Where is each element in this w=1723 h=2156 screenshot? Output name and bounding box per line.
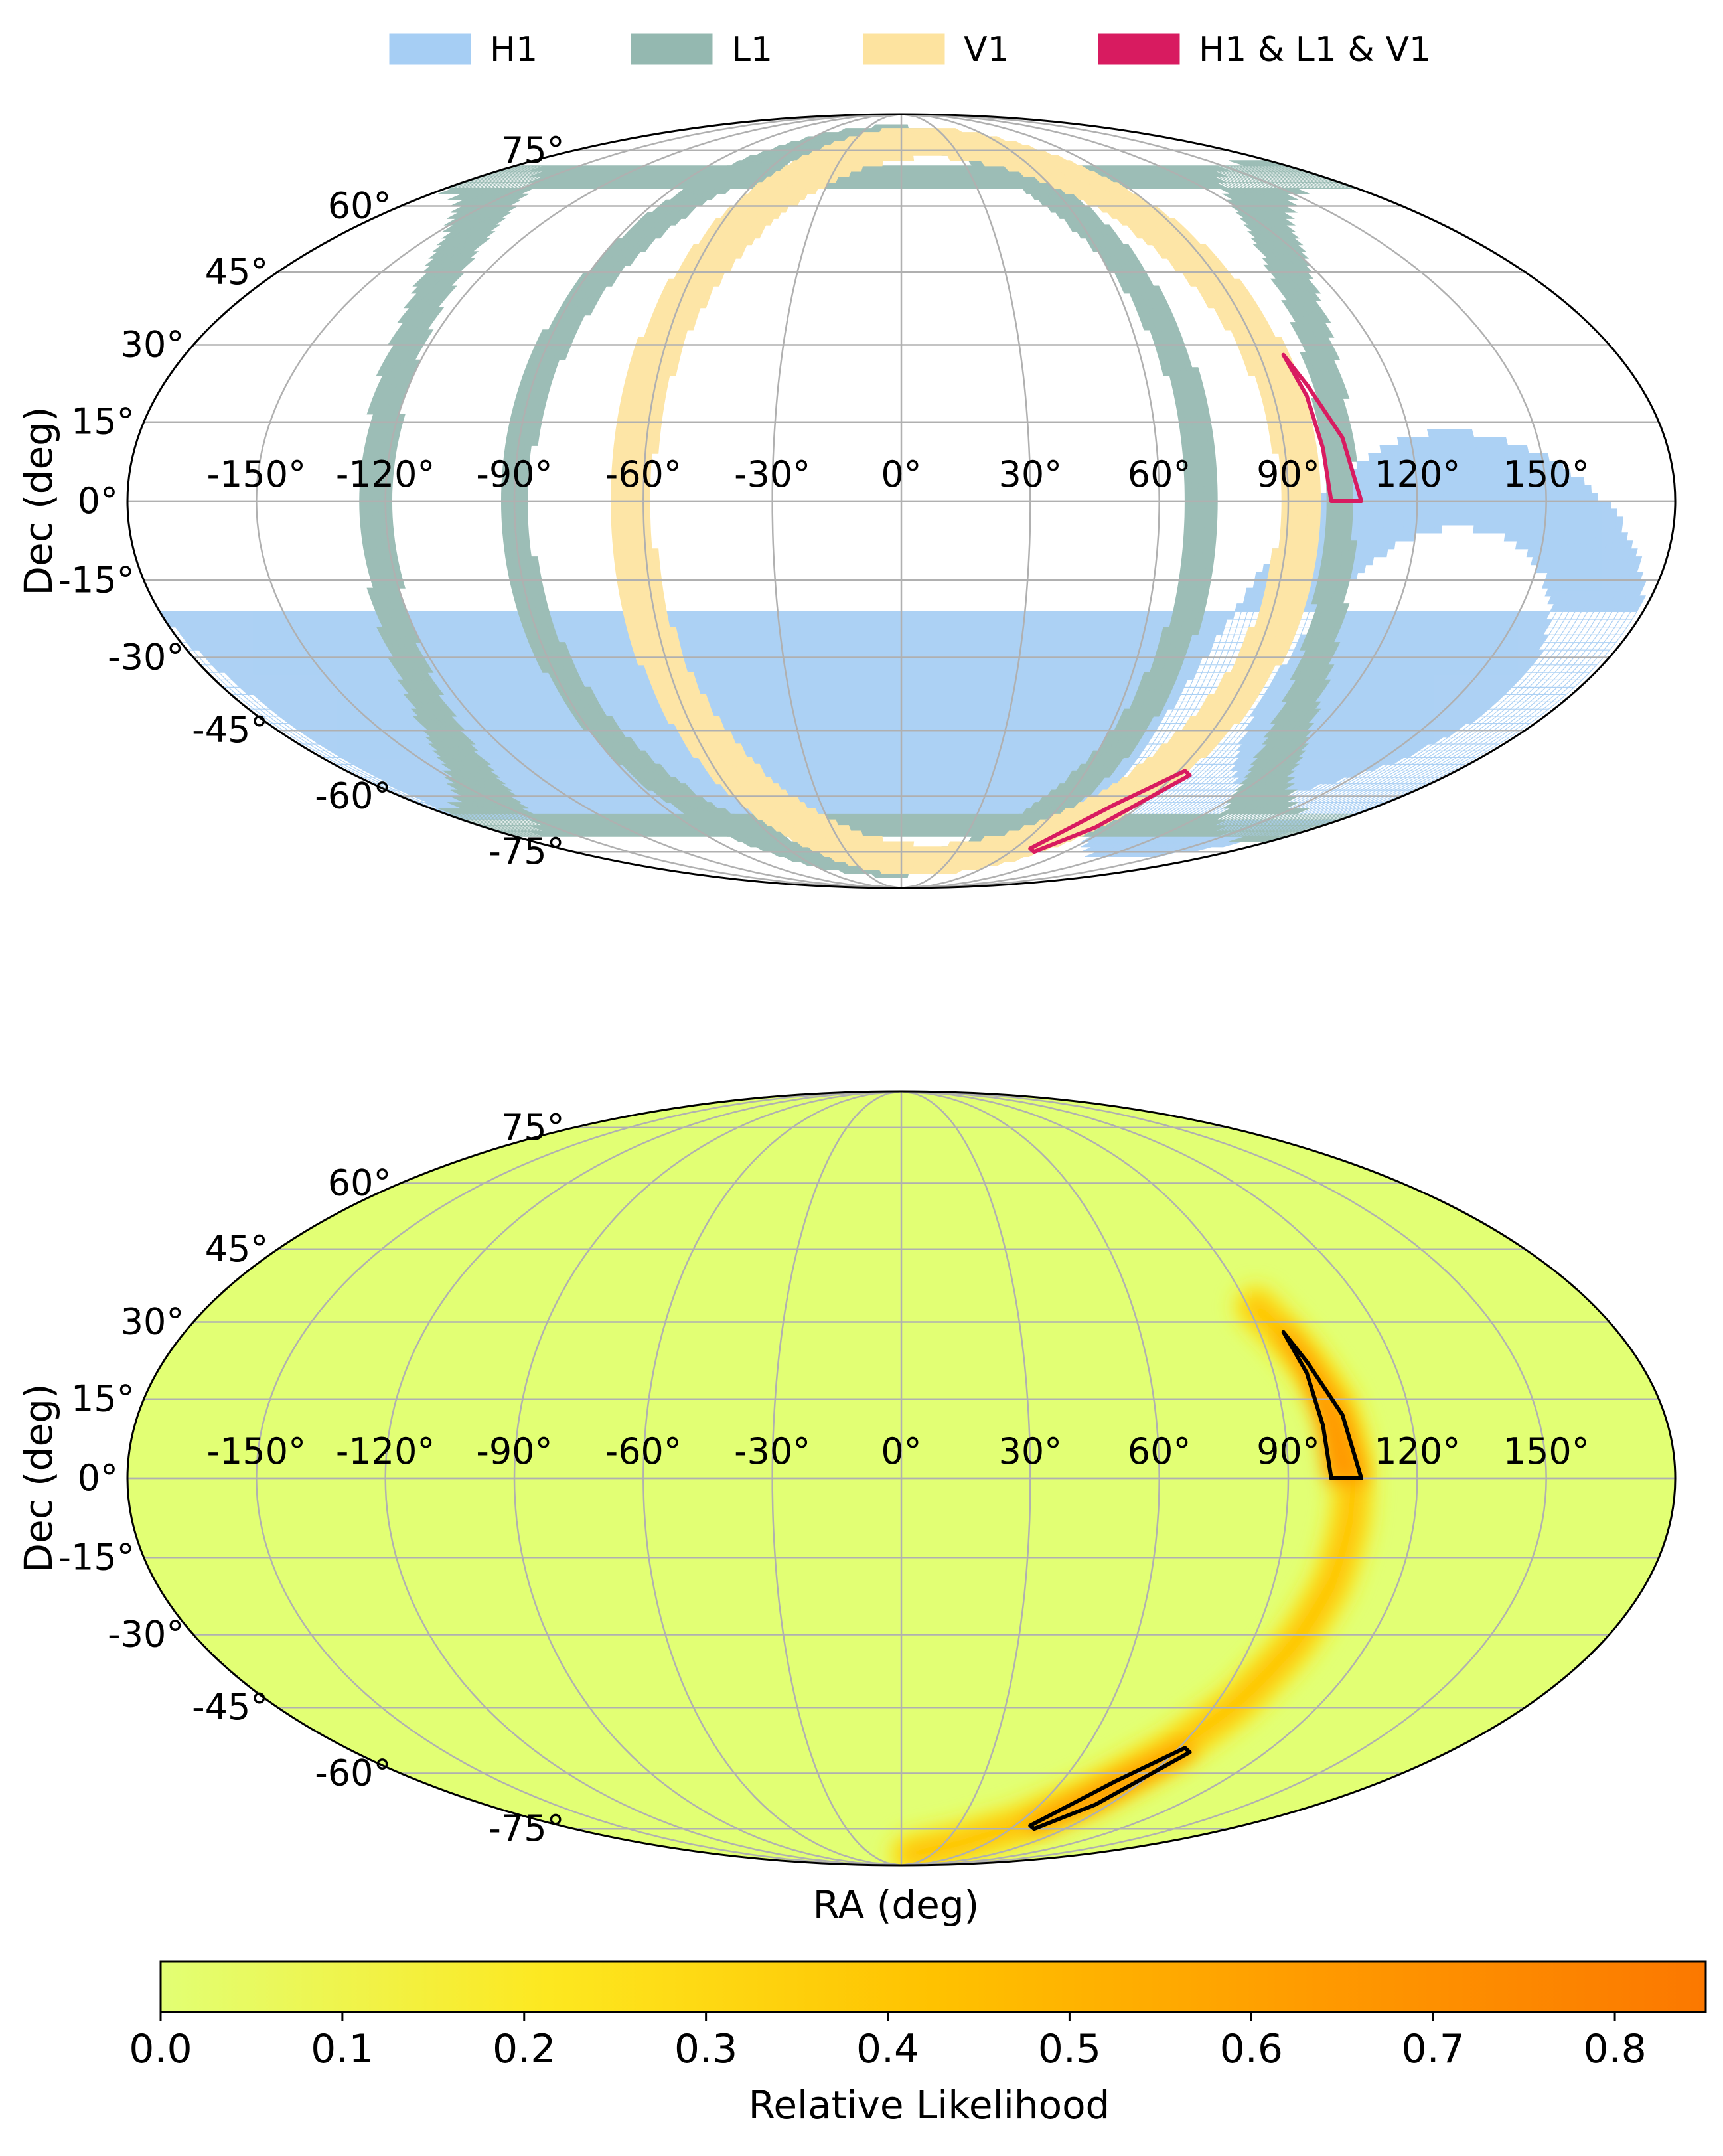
legend-entry: H1 (490, 30, 538, 70)
top-dec-tick-label: -75° (488, 830, 564, 872)
colorbar-tick-label: 0.4 (856, 2026, 919, 2072)
bottom-dec-tick-label: -15° (58, 1536, 134, 1578)
legend-swatch (631, 33, 713, 65)
bottom-dec-tick-label: 60° (328, 1162, 392, 1204)
top-dec-tick-label: 75° (501, 129, 565, 171)
bottom-dec-tick-label: 0° (78, 1457, 118, 1499)
top-ra-tick-label: 30° (998, 453, 1062, 495)
colorbar-tick-label: 0.7 (1401, 2026, 1464, 2072)
colorbar-tick-label: 0.8 (1583, 2026, 1646, 2072)
bottom-dec-tick-label: -75° (488, 1808, 564, 1849)
legend-swatch (389, 33, 471, 65)
colorbar-tick-label: 0.2 (492, 2026, 556, 2072)
top-dec-tick-label: 15° (71, 401, 135, 443)
top-sky-map: -150° -120° -90° -60° -30° 0° 30° 60° 90° 120° 150… (16, 113, 1677, 889)
colorbar-label: Relative Likelihood (749, 2082, 1110, 2127)
top-ra-tick-label: 60° (1128, 453, 1191, 495)
bottom-ra-tick-label: 0° (881, 1430, 921, 1472)
top-ra-tick-label: -120° (336, 453, 435, 495)
bottom-dec-tick-label: -45° (192, 1686, 268, 1728)
colorbar-tick-label: 0.1 (311, 2026, 374, 2072)
legend-entry: H1 & L1 & V1 (1199, 30, 1431, 70)
top-ra-tick-label: 0° (881, 453, 921, 495)
top-ra-tick-label: -150° (207, 453, 307, 495)
bottom-dec-tick-label: 45° (205, 1228, 269, 1270)
bottom-ra-tick-label: 120° (1374, 1430, 1460, 1472)
top-dec-tick-label: -45° (192, 709, 268, 751)
bottom-dec-tick-label: -60° (315, 1752, 391, 1794)
bottom-dec-tick-label: 75° (501, 1107, 565, 1148)
top-ra-tick-label: 120° (1374, 453, 1460, 495)
colorbar-gradient (159, 1960, 1707, 2013)
top-ra-tick-label: -90° (476, 453, 552, 495)
colorbar-tick-label: 0.5 (1038, 2026, 1101, 2072)
bottom-ra-tick-label: -150° (207, 1430, 307, 1472)
top-ra-tick-label: -30° (734, 453, 810, 495)
bottom-region-outline-1 (1028, 1746, 1192, 1831)
bottom-y-axis-label: Dec (deg) (16, 1383, 61, 1573)
legend-entry: V1 (964, 30, 1010, 70)
bottom-ra-tick-label: -90° (476, 1430, 552, 1472)
bottom-region-outline-0 (1281, 1330, 1364, 1480)
bottom-dec-tick-label: 30° (121, 1300, 185, 1342)
colorbar-tick-label: 0.3 (674, 2026, 737, 2072)
top-dec-tick-label: -30° (108, 637, 184, 678)
top-ra-tick-label: -60° (605, 453, 682, 495)
top-dec-tick-label: -15° (58, 559, 134, 601)
intersection-region-1 (1028, 769, 1192, 854)
bottom-x-axis-label: RA (deg) (813, 1883, 980, 1928)
bottom-ra-tick-label: 30° (998, 1430, 1062, 1472)
legend: H1 L1 V1 H1 & L1 & V1 (389, 30, 1431, 70)
bottom-map-border (126, 1090, 1677, 1867)
colorbar-tick-label: 0.0 (129, 2026, 192, 2072)
top-ra-tick-label: 150° (1503, 453, 1590, 495)
bottom-dec-tick-label: 15° (71, 1378, 135, 1420)
colorbar: 0.0 0.1 0.2 0.3 0.4 0.5 0.6 0.7 0.8 Relative Lik… (129, 1960, 1707, 2127)
colorbar-tick-label: 0.6 (1220, 2026, 1283, 2072)
top-map-border (126, 113, 1677, 889)
bottom-ra-tick-label: -30° (734, 1430, 810, 1472)
legend-entry: L1 (731, 30, 773, 70)
bottom-ra-tick-label: 60° (1128, 1430, 1191, 1472)
legend-swatch (1098, 33, 1180, 65)
top-dec-tick-label: -60° (315, 775, 391, 816)
top-y-axis-label: Dec (deg) (16, 406, 61, 595)
bottom-ra-tick-label: -60° (605, 1430, 682, 1472)
legend-swatch (863, 33, 945, 65)
bottom-ra-tick-label: 150° (1503, 1430, 1590, 1472)
top-dec-tick-label: 60° (328, 185, 392, 227)
top-dec-tick-label: 0° (78, 480, 118, 522)
bottom-ra-tick-label: 90° (1256, 1430, 1320, 1472)
top-ra-tick-label: 90° (1256, 453, 1320, 495)
top-dec-tick-label: 30° (121, 323, 185, 365)
bottom-dec-tick-label: -30° (108, 1614, 184, 1656)
bottom-ra-tick-label: -120° (336, 1430, 435, 1472)
top-dec-tick-label: 45° (205, 251, 269, 293)
intersection-region-0 (1281, 352, 1364, 503)
bottom-sky-map: -150° -120° -90° -60° -30° 0° 30° 60° 90° 120° 150… (16, 1090, 1677, 1928)
